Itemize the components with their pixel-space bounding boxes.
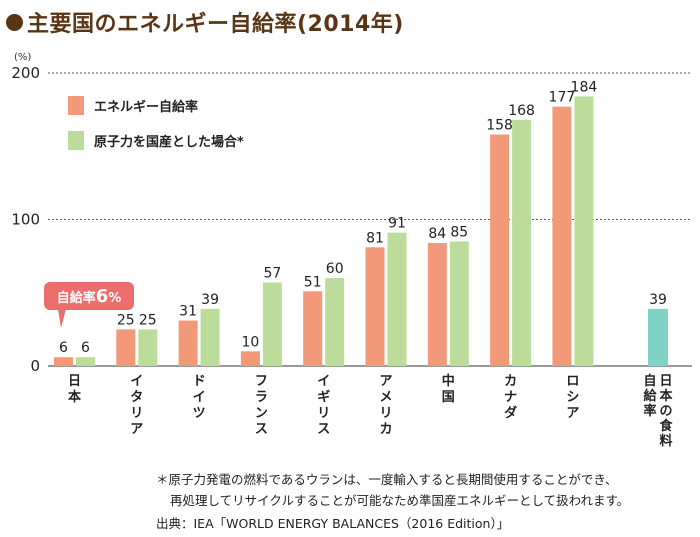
x-tick-label: 国 xyxy=(442,390,455,405)
x-tick-label: 給 xyxy=(643,388,657,404)
data-label: 158 xyxy=(486,118,513,134)
x-tick-label: メ xyxy=(379,390,392,405)
x-tick-label: ツ xyxy=(193,406,206,421)
legend-swatch-self-sufficiency xyxy=(68,96,84,115)
bullet-icon xyxy=(6,13,23,31)
bar-japan-food xyxy=(648,308,668,366)
x-tick-label: イ xyxy=(193,390,206,405)
callout-text-part: 自給率 xyxy=(57,290,96,306)
data-label: 57 xyxy=(263,265,281,281)
x-tick-label: ダ xyxy=(504,405,517,421)
x-tick-label: リ xyxy=(379,406,392,421)
x-tick-label: ロ xyxy=(566,374,579,389)
x-tick-label: 食 xyxy=(659,418,673,434)
bar-with-nuclear xyxy=(262,282,282,366)
data-label: 91 xyxy=(388,216,406,232)
legend-label-with-nuclear: 原子力を国産とした場合* xyxy=(94,134,244,150)
bar-self-sufficiency xyxy=(303,291,323,366)
callout-text-part: 6 xyxy=(96,286,109,307)
bar-with-nuclear xyxy=(325,278,345,366)
x-tick-label: ア xyxy=(379,374,392,389)
x-tick-label: タ xyxy=(130,390,143,405)
data-label: 25 xyxy=(117,312,135,328)
bar-with-nuclear xyxy=(387,232,407,366)
data-label: 25 xyxy=(139,312,157,328)
x-tick-label: ア xyxy=(566,406,579,421)
x-tick-label: ド xyxy=(193,374,206,389)
bar-self-sufficiency xyxy=(178,320,198,366)
chart-title-text: 主要国のエネルギー自給率(2014年) xyxy=(27,12,404,37)
x-tick-label: ア xyxy=(130,422,143,437)
data-label: 39 xyxy=(649,292,667,308)
chart-title: 主要国のエネルギー自給率(2014年) xyxy=(6,6,404,38)
data-label: 60 xyxy=(326,261,344,277)
bar-self-sufficiency xyxy=(552,106,572,366)
callout-bubble xyxy=(44,282,134,310)
x-tick-label: リ xyxy=(317,406,330,421)
x-tick-label: 自 xyxy=(643,373,656,389)
x-tick-label: ナ xyxy=(504,390,517,405)
callout-text: 自給率6% xyxy=(57,286,122,307)
y-axis-unit: (%) xyxy=(14,52,31,63)
bar-with-nuclear xyxy=(574,96,594,366)
bar-self-sufficiency xyxy=(240,351,260,366)
data-label: 39 xyxy=(201,292,219,308)
bar-self-sufficiency xyxy=(427,242,447,366)
bar-with-nuclear xyxy=(76,357,95,366)
bar-self-sufficiency xyxy=(365,247,385,366)
bar-self-sufficiency xyxy=(54,357,73,366)
data-label: 6 xyxy=(81,340,90,356)
bar-self-sufficiency xyxy=(116,329,136,366)
x-tick-label: カ xyxy=(379,422,392,437)
x-tick-label: フ xyxy=(255,374,268,389)
bar-with-nuclear xyxy=(200,308,220,366)
x-tick-label: カ xyxy=(504,374,517,389)
bar-with-nuclear xyxy=(138,329,158,366)
data-label: 31 xyxy=(179,304,197,320)
bar-with-nuclear xyxy=(512,119,532,366)
legend-swatch-with-nuclear xyxy=(68,131,84,150)
y-tick-label: 200 xyxy=(11,64,40,82)
y-tick-label: 100 xyxy=(11,211,40,229)
data-label: 10 xyxy=(241,334,259,350)
x-tick-label: 本 xyxy=(659,388,672,404)
x-tick-label: ス xyxy=(317,422,330,437)
data-label: 168 xyxy=(508,103,535,119)
y-tick-label: 0 xyxy=(30,357,40,375)
x-tick-label: 率 xyxy=(643,403,656,419)
x-tick-label: 日 xyxy=(68,374,81,389)
x-tick-label: ス xyxy=(255,422,268,437)
bar-with-nuclear xyxy=(449,241,469,366)
x-tick-label: ギ xyxy=(317,389,330,405)
x-tick-label: イ xyxy=(130,374,143,389)
x-tick-label: 本 xyxy=(68,389,81,405)
callout-pointer xyxy=(58,309,66,328)
x-tick-label: 中 xyxy=(442,373,455,389)
bar-self-sufficiency xyxy=(490,134,510,366)
x-tick-label: の xyxy=(659,404,672,419)
data-label: 85 xyxy=(450,224,468,240)
data-label: 177 xyxy=(549,90,576,106)
source-note: 出典：IEA「WORLD ENERGY BALANCES（2016 Editio… xyxy=(156,516,510,531)
data-label: 6 xyxy=(59,340,68,356)
data-label: 81 xyxy=(366,230,384,246)
footnote-2: 再処理してリサイクルすることが可能なため準国産エネルギーとして扱われます。 xyxy=(170,493,630,508)
x-tick-label: 日 xyxy=(659,374,672,389)
data-label: 184 xyxy=(571,79,598,95)
x-tick-label: ン xyxy=(255,406,268,421)
data-label: 51 xyxy=(304,274,322,290)
x-tick-label: リ xyxy=(130,406,143,421)
data-label: 84 xyxy=(428,226,446,242)
x-tick-label: 料 xyxy=(659,433,672,449)
x-tick-label: イ xyxy=(317,374,330,389)
callout-text-part: % xyxy=(108,291,121,306)
x-tick-label: ラ xyxy=(255,390,268,405)
legend-label-self-sufficiency: エネルギー自給率 xyxy=(94,99,198,115)
footnote-1: ＊原子力発電の燃料であるウランは、一度輸入すると長期間使用することができ、 xyxy=(156,472,618,487)
x-tick-label: シ xyxy=(566,390,579,405)
